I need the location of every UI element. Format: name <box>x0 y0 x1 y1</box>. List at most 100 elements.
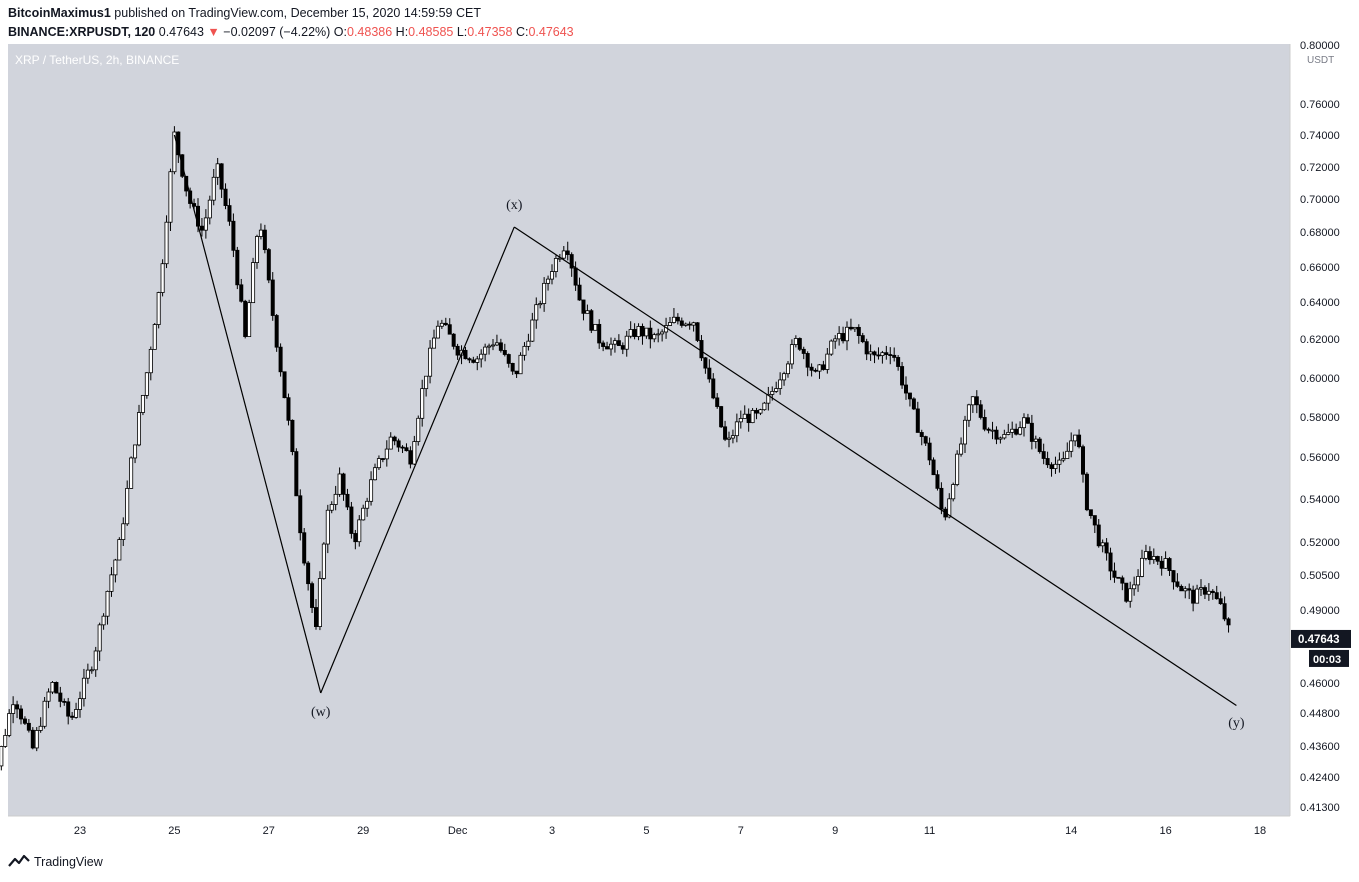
candle <box>152 323 157 350</box>
candle <box>774 381 779 393</box>
candle <box>294 448 299 497</box>
price-change: −0.02097 (−4.22%) <box>223 25 331 39</box>
price-axis[interactable] <box>1290 44 1359 816</box>
candle <box>577 277 582 301</box>
tradingview-logo-icon[interactable] <box>8 854 30 870</box>
publisher-name[interactable]: BitcoinMaximus1 <box>8 6 111 20</box>
candle <box>408 446 413 469</box>
candle <box>727 431 732 448</box>
candle <box>1143 544 1148 561</box>
candle <box>251 257 256 304</box>
candle <box>302 527 307 566</box>
candle <box>919 429 924 446</box>
open-value: 0.48386 <box>347 25 393 39</box>
candle <box>793 335 798 348</box>
candle <box>62 698 67 706</box>
candle <box>376 455 381 471</box>
candle <box>223 183 228 210</box>
candle <box>1151 548 1156 564</box>
candle <box>837 326 842 346</box>
candle <box>1045 451 1050 468</box>
candle <box>660 329 665 342</box>
candle <box>644 327 649 339</box>
candle <box>1108 547 1113 581</box>
candle <box>30 727 35 750</box>
candle <box>498 338 503 353</box>
candle <box>270 272 275 321</box>
candle <box>1061 451 1066 463</box>
footer-brand[interactable]: TradingView <box>34 855 103 869</box>
x-tick-label: 25 <box>168 825 180 837</box>
candle <box>1084 472 1089 512</box>
candle <box>1128 581 1133 608</box>
price-tags: 0.47643 00:03 <box>1291 629 1351 667</box>
candle <box>463 346 468 360</box>
candle <box>514 370 519 378</box>
candle <box>3 728 8 748</box>
candle <box>1069 432 1074 458</box>
candle <box>7 709 12 738</box>
candle <box>109 567 114 597</box>
candle <box>384 440 389 467</box>
x-tick-label: 9 <box>832 825 838 837</box>
candle <box>0 745 4 771</box>
current-price-tag <box>1291 629 1351 648</box>
candle <box>1159 556 1164 576</box>
candle <box>966 403 971 427</box>
candle <box>144 372 149 399</box>
candle <box>652 332 657 343</box>
candle <box>585 304 590 314</box>
candle <box>121 517 126 547</box>
candle <box>487 343 492 355</box>
x-tick-label: 5 <box>643 825 649 837</box>
candle <box>243 299 248 339</box>
candle <box>286 393 291 426</box>
candle <box>931 457 936 476</box>
candle <box>1163 551 1168 569</box>
candle <box>679 317 684 328</box>
candle <box>467 357 472 364</box>
x-tick-label: 18 <box>1254 825 1266 837</box>
candle <box>1140 549 1145 578</box>
candle <box>542 277 547 312</box>
candle <box>1033 435 1038 449</box>
candle <box>1120 575 1125 591</box>
candle <box>1049 462 1054 477</box>
candle <box>258 223 263 240</box>
candle <box>1014 423 1019 436</box>
candle <box>1025 413 1030 424</box>
time-axis[interactable] <box>8 816 1290 844</box>
candle <box>494 334 499 347</box>
candle <box>978 400 983 420</box>
y-tick-label: 0.44800 <box>1300 708 1340 720</box>
close-label: C: <box>515 25 529 39</box>
candle <box>616 334 621 346</box>
candle <box>852 326 857 333</box>
candle <box>553 255 558 278</box>
candle <box>247 299 252 337</box>
candle <box>502 343 507 357</box>
candle <box>54 681 59 694</box>
candle <box>683 322 688 327</box>
candle <box>691 321 696 332</box>
candle <box>1112 562 1117 583</box>
candle <box>1167 557 1172 576</box>
candle <box>337 467 342 497</box>
candle <box>986 427 991 434</box>
candle <box>298 489 303 541</box>
candle <box>1226 617 1231 633</box>
candle <box>101 613 106 630</box>
candle <box>900 361 905 389</box>
y-tick-label: 0.60000 <box>1300 373 1340 385</box>
candle <box>345 488 350 511</box>
candle <box>274 314 279 352</box>
candle <box>786 360 791 378</box>
y-tick-label: 0.42400 <box>1300 772 1340 784</box>
candle <box>133 444 138 464</box>
candle <box>1124 582 1129 603</box>
candle <box>738 410 743 429</box>
candle <box>648 320 653 349</box>
candle <box>361 504 366 521</box>
plot-area[interactable] <box>8 44 1290 816</box>
